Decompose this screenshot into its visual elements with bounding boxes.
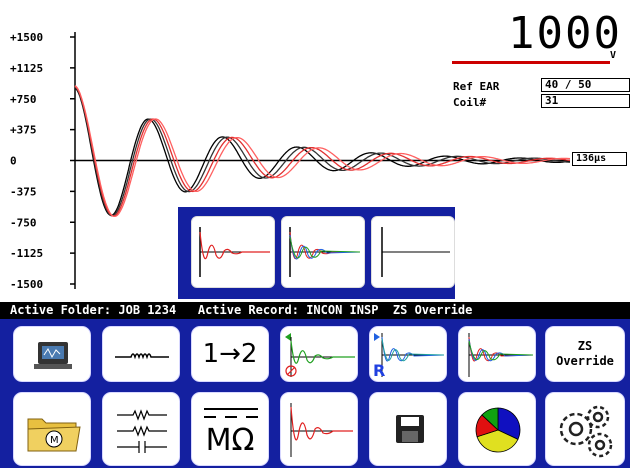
coil-button[interactable]: [102, 326, 180, 382]
folder-button[interactable]: M: [13, 392, 91, 466]
pie-slice: [497, 407, 521, 440]
y-tick-label: +1500: [10, 31, 43, 44]
pie-slice: [481, 407, 499, 431]
compare-label: 1→2: [202, 339, 258, 369]
monitor-button[interactable]: [13, 326, 91, 382]
coil-field[interactable]: 31: [541, 94, 630, 108]
zs-override-button[interactable]: ZS Override: [545, 326, 625, 382]
reference-wave-button[interactable]: [280, 326, 358, 382]
zs-label: ZS: [577, 339, 593, 353]
popup-multi-wave-button[interactable]: [281, 216, 365, 288]
multi-wave-icon: [289, 227, 361, 277]
coil-icon: [115, 353, 169, 360]
svg-text:M: M: [50, 435, 59, 446]
voltage-readout: 1000: [508, 8, 622, 59]
r-wave-icon: [374, 333, 445, 377]
popup-marker-button[interactable]: [371, 216, 455, 288]
waveform-popup: [178, 207, 455, 299]
gears-icon: [559, 405, 613, 458]
settings-button[interactable]: [545, 392, 625, 466]
y-tick-label: -1125: [10, 247, 43, 260]
single-wave-icon: [199, 227, 270, 277]
waveform-chart: +1500 +1125 +750 +375 0 -375 -750 -1125 -1500: [10, 31, 571, 291]
ref-ear-label: Ref EAR: [453, 80, 500, 93]
y-tick-label: -375: [10, 185, 37, 198]
monitor-icon: [34, 342, 72, 369]
status-bar: Active Folder: JOB 1234 Active Record: I…: [0, 302, 630, 319]
circuit-icon: [117, 409, 167, 453]
waveform-series-1: [74, 86, 570, 217]
y-tick-label: +375: [10, 124, 37, 137]
save-button[interactable]: [369, 392, 447, 466]
override-label: Override: [556, 354, 614, 368]
y-tick-label: +750: [10, 93, 37, 106]
circuit-button[interactable]: [102, 392, 180, 466]
ref-ear-field[interactable]: 40 / 50: [541, 78, 630, 92]
y-tick-label: -1500: [10, 278, 43, 291]
waveform-series-3: [74, 85, 571, 218]
multi-wave-button[interactable]: [458, 326, 536, 382]
reference-wave-icon: [285, 333, 355, 377]
save-disk-icon: [396, 415, 424, 443]
pie-chart-icon: [475, 407, 521, 453]
r-wave-button[interactable]: R: [369, 326, 447, 382]
popup-single-wave-button[interactable]: [191, 216, 275, 288]
readout-underline: [452, 61, 610, 64]
megohm-label: MΩ: [205, 423, 255, 458]
report-button[interactable]: [458, 392, 536, 466]
button-panel: 1→2 R ZS Override: [0, 319, 630, 468]
marker-line-icon: [381, 227, 450, 277]
r-label: R: [373, 361, 386, 380]
megohm-button[interactable]: MΩ: [191, 392, 269, 466]
compare-button[interactable]: 1→2: [191, 326, 269, 382]
folder-motor-icon: M: [27, 418, 81, 452]
damped-wave-icon: [290, 403, 353, 457]
y-tick-label: 0: [10, 155, 17, 168]
multi-wave-icon: [468, 333, 534, 377]
coil-label: Coil#: [453, 96, 487, 109]
dc-symbol-icon: [204, 408, 258, 418]
damped-wave-button[interactable]: [280, 392, 358, 466]
time-marker-label: 136µs: [572, 152, 627, 166]
pie-slice: [476, 429, 519, 453]
y-tick-label: +1125: [10, 62, 43, 75]
y-tick-label: -750: [10, 216, 37, 229]
voltage-unit: V: [610, 50, 617, 61]
waveform-series-2: [74, 85, 571, 217]
